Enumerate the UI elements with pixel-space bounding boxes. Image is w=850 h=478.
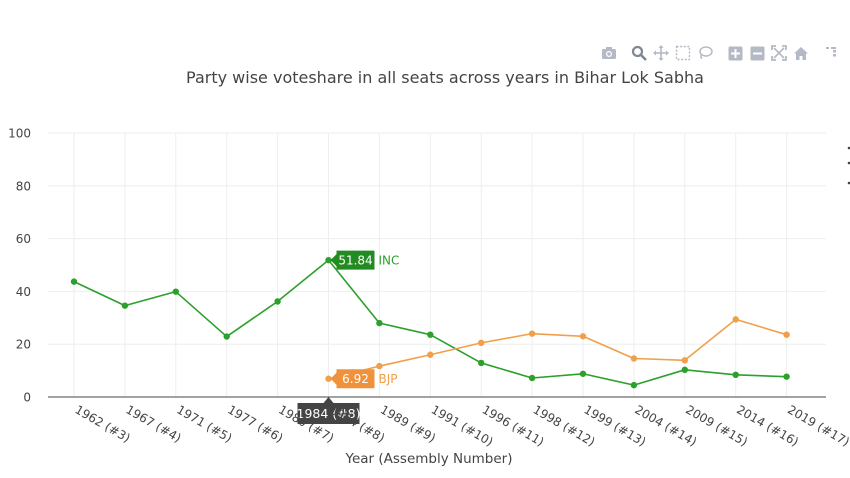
data-point	[630, 355, 638, 362]
hover-value-box	[330, 369, 375, 389]
series-segment	[684, 318, 737, 361]
hover-overlay: 51.84 INC 6.92 BJP 1984 (#8)	[297, 250, 400, 424]
data-point	[783, 331, 790, 338]
series-segment	[735, 374, 787, 378]
series-segment	[226, 300, 279, 338]
data-point	[427, 331, 434, 338]
y-tick-label: 100	[8, 127, 31, 141]
series-segment	[684, 369, 736, 376]
y-tick-label: 0	[23, 391, 31, 405]
zoom-icon[interactable]	[628, 42, 650, 64]
data-point	[325, 375, 332, 382]
zoom-out-icon[interactable]	[746, 42, 768, 64]
series-segment	[633, 357, 685, 362]
data-point	[325, 256, 332, 264]
hover-x-text: 1984 (#8)	[297, 406, 361, 421]
series-segment	[379, 322, 431, 336]
data-point	[732, 371, 739, 379]
hover-series-name: BJP	[379, 372, 398, 386]
legend-edge	[845, 143, 850, 188]
series-segment	[735, 318, 787, 336]
hover-series-name: INC	[379, 254, 400, 268]
data-point	[223, 333, 230, 340]
y-tick-label: 60	[16, 232, 31, 246]
data-point	[70, 278, 78, 285]
x-tick-label: 1977 (#6)	[225, 402, 285, 445]
series-segment	[532, 332, 584, 338]
series-segment	[532, 372, 584, 379]
data-point	[172, 288, 179, 295]
hover-label-bjp: 6.92 BJP	[330, 369, 398, 389]
series-segment	[124, 290, 177, 307]
data-point	[681, 366, 688, 374]
data-point	[528, 330, 536, 337]
chart-title: Party wise voteshare in all seats across…	[186, 68, 704, 87]
gridlines	[48, 132, 826, 397]
series-segment	[430, 342, 482, 356]
zoom-in-icon[interactable]	[724, 42, 746, 64]
x-tick-label: 1989 (#9)	[378, 402, 438, 445]
x-tick-label: 1967 (#4)	[123, 402, 183, 445]
camera-icon[interactable]	[598, 42, 620, 64]
data-point	[579, 370, 587, 377]
series-segment	[633, 369, 686, 386]
data-point	[274, 298, 281, 305]
home-icon[interactable]	[790, 42, 812, 64]
series-segment	[582, 335, 635, 360]
series-segment	[480, 362, 533, 379]
autoscale-icon[interactable]	[768, 42, 790, 64]
series-segment	[277, 259, 330, 303]
data-point	[376, 319, 383, 327]
x-tick-label: 1971 (#5)	[174, 402, 234, 445]
hover-value: 51.84	[338, 254, 372, 268]
data-point	[528, 374, 536, 382]
hover-x-box	[297, 397, 360, 424]
y-tick-label: 80	[16, 179, 31, 193]
series-segment	[327, 259, 381, 324]
pan-icon[interactable]	[650, 42, 672, 64]
data-point	[630, 381, 638, 389]
data-point	[478, 339, 485, 347]
spike-lines-icon[interactable]	[820, 42, 842, 64]
hover-value: 6.92	[342, 372, 369, 386]
x-tick-label: 1962 (#3)	[73, 402, 133, 445]
data-point	[478, 359, 485, 367]
lasso-select-icon[interactable]	[694, 42, 716, 64]
data-point	[783, 373, 790, 380]
series-segment	[379, 353, 431, 367]
data-point	[427, 351, 434, 358]
y-tick-label: 20	[16, 338, 31, 352]
data-point	[376, 362, 383, 370]
box-select-icon[interactable]	[672, 42, 694, 64]
data-point	[681, 357, 688, 364]
series-segment	[73, 280, 126, 307]
data-point	[579, 333, 587, 340]
data-point	[732, 316, 739, 323]
hover-x-label: 1984 (#8)	[297, 397, 361, 424]
hover-label-inc: 51.84 INC	[330, 250, 400, 270]
hover-value-box	[330, 250, 375, 270]
series-segment	[582, 372, 635, 386]
x-axis-title: Year (Assembly Number)	[345, 451, 513, 467]
data-point	[121, 302, 129, 309]
series-segment	[481, 332, 533, 344]
modebar	[598, 42, 842, 64]
y-tick-label: 40	[16, 285, 31, 299]
series-segment	[175, 291, 228, 338]
